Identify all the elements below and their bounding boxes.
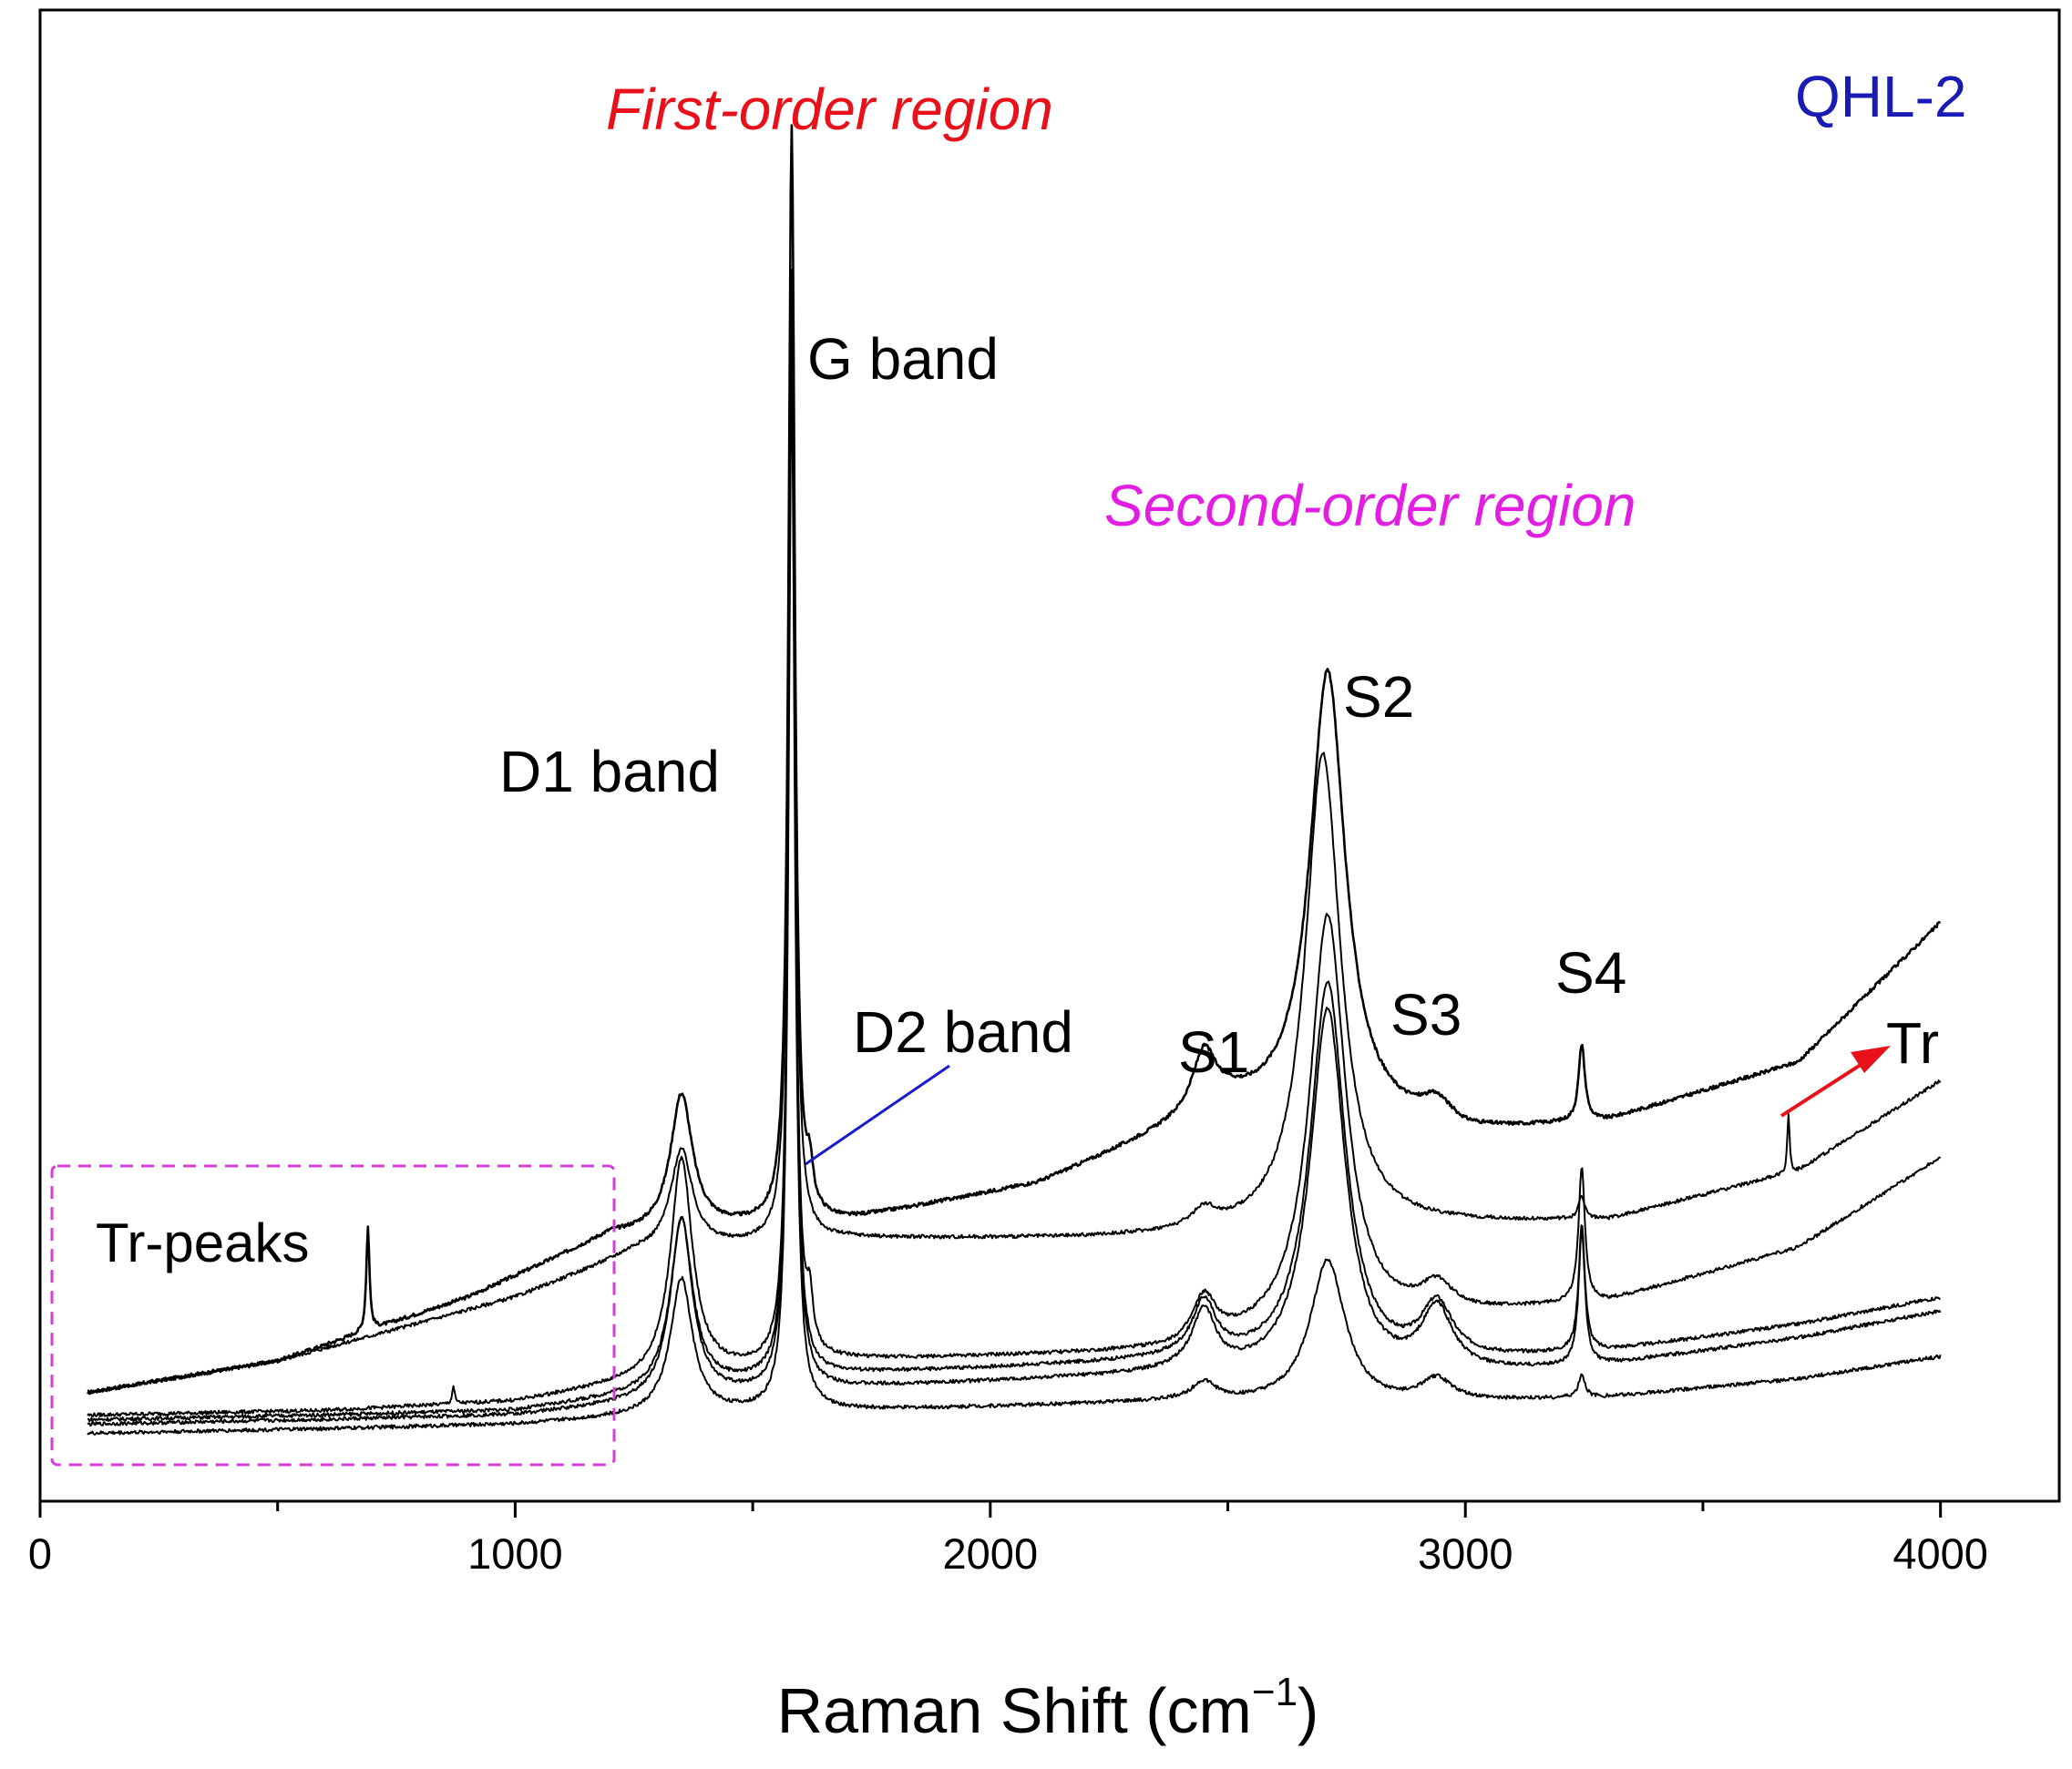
x-tick-label-2000: 2000 [943,1529,1039,1578]
tr-arrow-line [1780,1061,1865,1118]
x-axis-title-main: Raman Shift (cm [777,1675,1252,1746]
series-group [87,124,1942,1436]
g-band-label: G band [807,326,999,392]
spectrum-line-6 [87,393,1942,1436]
second-order-region-label: Second-order region [1104,473,1636,538]
s2-label: S2 [1343,664,1414,730]
spectrum-line-3 [87,283,1942,1418]
x-tick-label-0: 0 [28,1529,52,1578]
d2-band-leader-line [805,1064,950,1166]
spectrum-line-5 [87,339,1942,1427]
x-axis-ticks [38,1501,1943,1518]
tr-label: Tr [1886,1010,1939,1076]
s3-label: S3 [1390,982,1462,1048]
first-order-region-label: First-order region [606,77,1053,142]
s1-label: S1 [1178,1019,1249,1085]
spectrum-line-1 [87,124,1941,1396]
s4-label: S4 [1555,940,1626,1006]
x-axis-title: Raman Shift (cm−1) [777,1670,1319,1746]
x-axis-title-close: ) [1298,1675,1318,1746]
x-tick-label-3000: 3000 [1418,1529,1513,1578]
x-axis-title-superscript: −1 [1252,1670,1298,1714]
spectrum-line-2 [87,269,1942,1395]
d1-band-label: D1 band [499,739,720,804]
d2-band-label: D2 band [853,999,1073,1065]
x-tick-label-1000: 1000 [467,1529,563,1578]
x-tick-labels: 0 1000 2000 3000 4000 [28,1529,1988,1578]
tr-arrow-head [1851,1046,1891,1073]
plot-frame [38,8,2061,1503]
sample-label: QHL-2 [1795,64,1967,129]
spectrum-line-4 [87,314,1941,1423]
x-tick-label-4000: 4000 [1892,1529,1988,1578]
tr-peaks-box [50,1164,616,1467]
tr-peaks-label: Tr-peaks [96,1212,310,1273]
